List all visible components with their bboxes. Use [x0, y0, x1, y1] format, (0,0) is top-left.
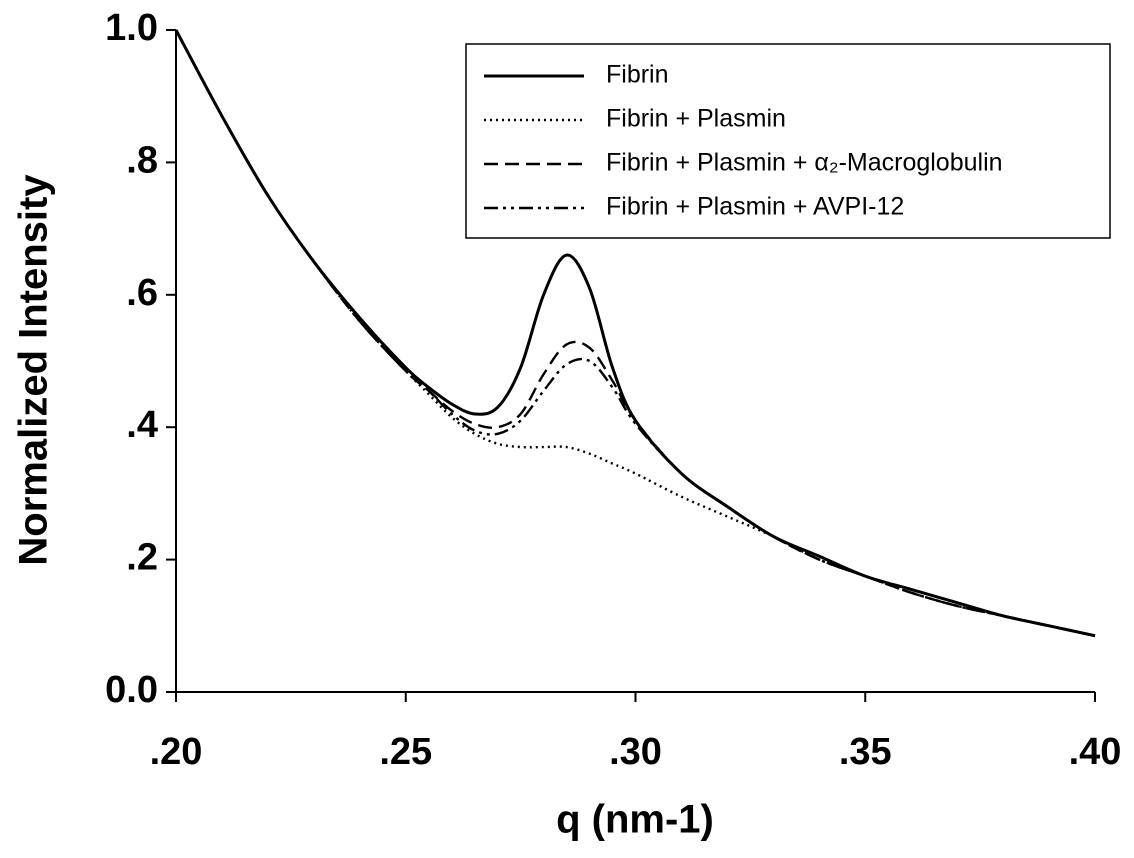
x-tick-label: .25 [379, 731, 432, 773]
legend-label: Fibrin + Plasmin + AVPI-12 [606, 193, 904, 221]
x-tick-label: .35 [839, 731, 892, 773]
y-tick-label: .6 [126, 272, 158, 314]
x-tick-label: .40 [1069, 731, 1122, 773]
series-line [174, 29, 1096, 637]
y-tick-label: .4 [126, 404, 158, 446]
y-tick-label: .2 [126, 537, 158, 579]
x-axis-title: q (nm-1) [556, 798, 714, 842]
y-axis-title: Normalized Intensity [12, 174, 56, 566]
legend-label: Fibrin + Plasmin [606, 105, 786, 133]
x-tick-label: .20 [150, 731, 203, 773]
series-line [174, 29, 1096, 638]
legend-label: Fibrin [606, 61, 669, 89]
legend-label: Fibrin + Plasmin + α₂-Macroglobulin [606, 149, 1003, 177]
y-tick-label: 0.0 [105, 669, 158, 711]
y-tick-label: .8 [126, 139, 158, 181]
x-tick-label: .30 [609, 731, 662, 773]
y-tick-label: 1.0 [105, 7, 158, 49]
